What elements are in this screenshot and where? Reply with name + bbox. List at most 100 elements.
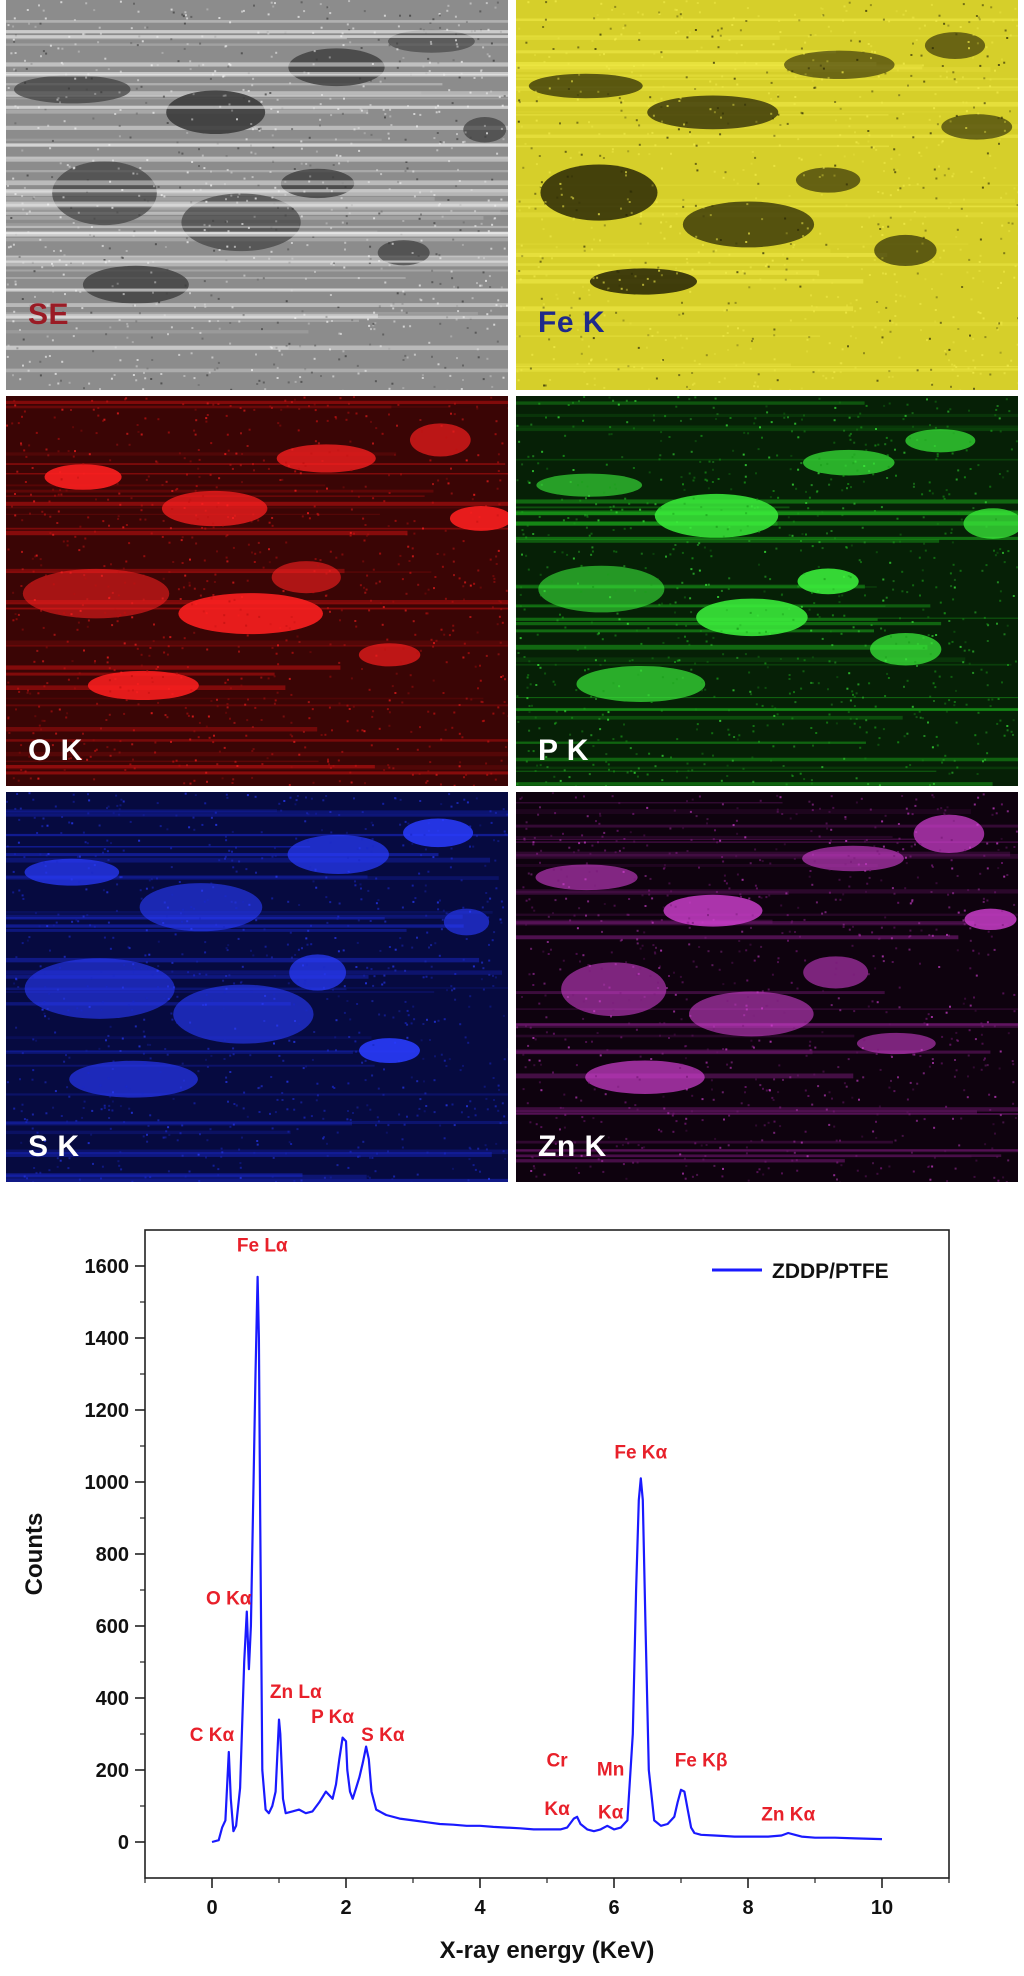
map-speckle — [841, 514, 844, 517]
map-speckle — [696, 50, 699, 52]
map-speckle — [284, 180, 287, 183]
map-speckle — [190, 906, 193, 909]
map-speckle — [394, 969, 397, 972]
map-speckle — [422, 976, 425, 979]
map-speckle — [830, 478, 833, 481]
map-speckle — [804, 73, 807, 76]
map-speckle — [112, 673, 115, 676]
map-speckle — [953, 364, 956, 367]
map-speckle — [833, 371, 836, 374]
map-speckle — [719, 1146, 722, 1149]
map-speckle — [923, 24, 926, 27]
map-speckle — [896, 517, 899, 520]
map-streak — [516, 824, 1018, 828]
map-speckle — [994, 414, 997, 417]
map-streak — [516, 145, 889, 148]
map-speckle — [578, 1172, 580, 1174]
map-speckle — [962, 661, 965, 664]
map-speckle — [843, 429, 846, 432]
map-speckle — [444, 728, 447, 731]
map-speckle — [859, 412, 862, 415]
map-speckle — [492, 974, 494, 977]
map-speckle — [347, 1110, 349, 1112]
map-streak — [516, 770, 937, 772]
map-speckle — [67, 1009, 70, 1012]
map-speckle — [791, 534, 794, 537]
map-speckle — [686, 385, 688, 388]
map-speckle — [914, 661, 917, 664]
map-streak — [6, 37, 347, 40]
map-speckle — [170, 38, 173, 41]
map-speckle — [364, 485, 367, 488]
map-speckle — [901, 570, 904, 573]
map-speckle — [270, 108, 273, 110]
map-speckle — [38, 4, 40, 7]
map-speckle — [326, 607, 329, 610]
map-speckle — [636, 775, 639, 778]
map-speckle — [321, 94, 323, 96]
map-speckle — [82, 472, 85, 475]
map-speckle — [119, 804, 122, 807]
map-speckle — [734, 68, 737, 71]
map-speckle — [271, 855, 274, 858]
map-speckle — [700, 506, 703, 509]
map-streak — [516, 644, 928, 650]
map-speckle — [199, 1133, 201, 1136]
map-speckle — [612, 399, 615, 402]
map-speckle — [285, 1152, 287, 1155]
map-speckle — [541, 257, 544, 260]
map-speckle — [924, 549, 927, 552]
map-speckle — [304, 820, 307, 823]
map-speckle — [102, 419, 105, 422]
map-speckle — [893, 273, 896, 276]
map-speckle — [260, 1085, 263, 1088]
map-speckle — [227, 698, 230, 701]
map-speckle — [326, 1142, 328, 1145]
map-speckle — [452, 430, 455, 433]
map-speckle — [14, 280, 17, 283]
map-speckle — [524, 142, 527, 145]
map-speckle — [990, 6, 993, 9]
map-speckle — [948, 348, 951, 351]
map-speckle — [107, 498, 110, 501]
map-speckle — [1013, 276, 1016, 279]
map-speckle — [915, 39, 918, 41]
map-speckle — [243, 274, 246, 277]
map-speckle — [997, 64, 1000, 66]
map-speckle — [140, 85, 143, 88]
map-scratch — [6, 62, 508, 67]
map-speckle — [477, 256, 480, 259]
map-speckle — [821, 174, 824, 177]
map-speckle — [289, 733, 292, 736]
map-streak — [516, 306, 854, 312]
map-speckle — [358, 1155, 361, 1158]
map-speckle — [660, 221, 663, 224]
map-speckle — [23, 1118, 26, 1121]
map-speckle — [341, 750, 344, 753]
map-speckle — [467, 1116, 470, 1118]
map-speckle — [15, 618, 18, 621]
map-feature — [69, 1060, 198, 1098]
map-speckle — [258, 1086, 261, 1089]
map-speckle — [258, 379, 261, 382]
map-speckle — [193, 1028, 196, 1031]
map-speckle — [612, 738, 615, 741]
map-speckle — [242, 97, 245, 100]
map-speckle — [501, 442, 504, 445]
map-speckle — [637, 153, 640, 156]
map-speckle — [119, 1105, 122, 1108]
map-speckle — [749, 690, 752, 693]
map-speckle — [135, 379, 138, 382]
map-speckle — [43, 1140, 46, 1142]
map-speckle — [161, 597, 164, 600]
map-speckle — [351, 319, 354, 322]
map-speckle — [651, 335, 654, 337]
map-speckle — [271, 524, 274, 527]
map-speckle — [762, 252, 765, 255]
map-speckle — [487, 28, 490, 31]
map-speckle — [130, 27, 133, 30]
map-speckle — [321, 829, 323, 832]
map-speckle — [315, 1099, 318, 1102]
map-speckle — [766, 666, 769, 669]
map-speckle — [591, 546, 594, 549]
